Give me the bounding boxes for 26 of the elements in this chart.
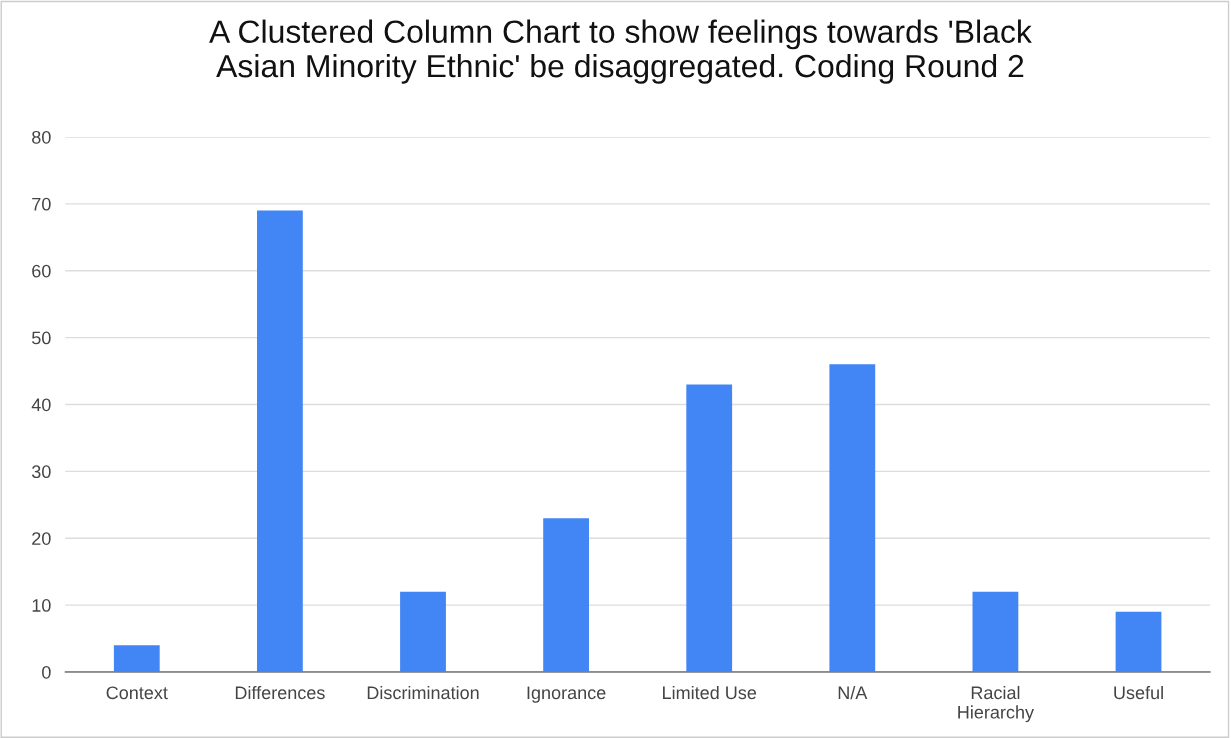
bar — [257, 210, 303, 673]
bar — [400, 591, 446, 673]
y-tick-label: 70 — [32, 197, 51, 211]
x-tick-label: Differences — [235, 685, 325, 700]
bar — [1115, 611, 1162, 673]
bar — [686, 384, 733, 673]
x-tick-label: Useful — [1114, 685, 1163, 700]
y-tick-label: 60 — [32, 264, 51, 278]
x-tick-label: N/A — [838, 685, 868, 700]
y-tick-label: 20 — [32, 532, 51, 545]
y-tick-label: 50 — [32, 331, 51, 345]
y-tick-label: 40 — [31, 398, 51, 412]
x-tick-label: Racial Hierarchy — [958, 685, 1035, 723]
chart-title: A Clustered Column Chart to show feelings towards 'Black Asian Minority Ethnic' be disaggregated. Coding Round 2 — [209, 19, 1032, 84]
bar — [829, 364, 876, 673]
x-tick-label: Ignorance — [527, 686, 606, 703]
y-tick-label: 30 — [31, 465, 51, 479]
bar — [972, 591, 1019, 673]
y-tick-label: 80 — [32, 130, 51, 144]
bar — [113, 645, 160, 673]
bar — [543, 518, 589, 673]
y-tick-label: 0 — [42, 665, 51, 679]
x-tick-label: Context — [106, 686, 168, 700]
x-tick-label: Limited Use — [663, 685, 757, 700]
x-tick-label: Discrimination — [367, 685, 479, 700]
y-tick-label: 10 — [32, 599, 51, 612]
